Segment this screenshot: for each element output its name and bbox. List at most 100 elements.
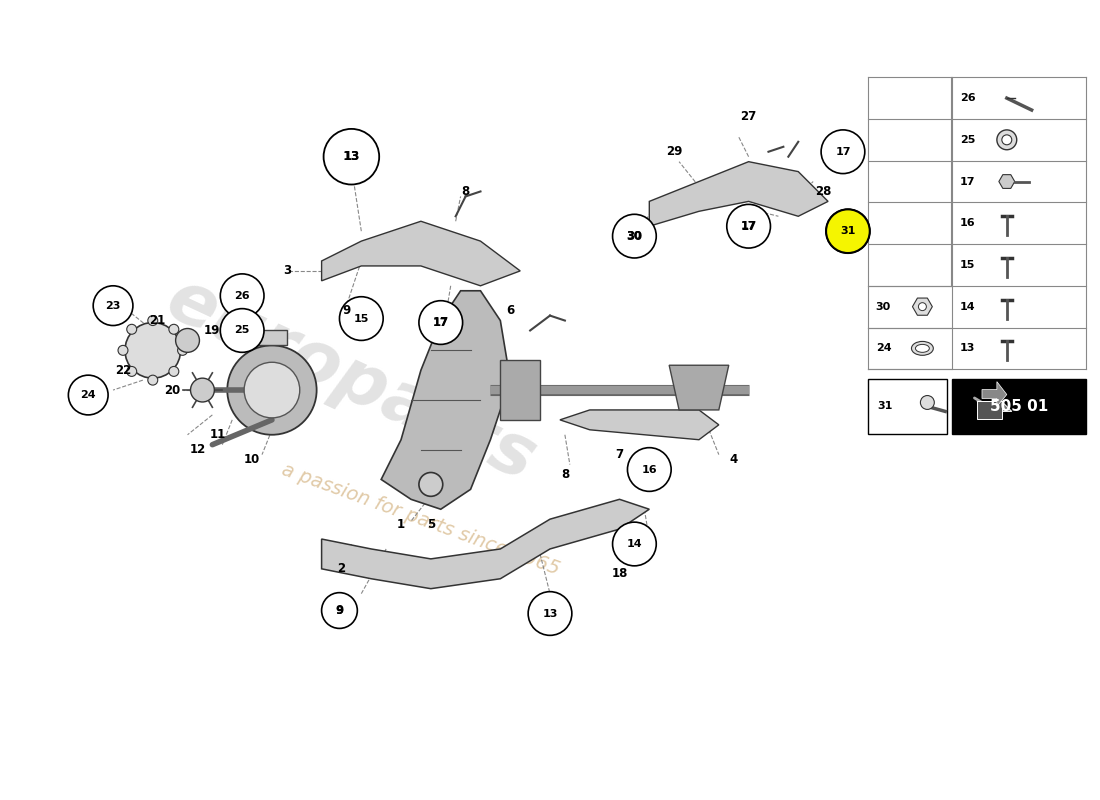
Circle shape: [613, 214, 657, 258]
Text: 18: 18: [612, 567, 628, 580]
Text: 17: 17: [432, 316, 449, 329]
Circle shape: [220, 309, 264, 352]
Text: 2: 2: [338, 562, 345, 575]
Polygon shape: [977, 402, 1012, 411]
Circle shape: [118, 346, 128, 355]
Circle shape: [826, 210, 870, 253]
Circle shape: [997, 130, 1016, 150]
Text: 27: 27: [740, 110, 757, 123]
Text: 12: 12: [189, 443, 206, 456]
Circle shape: [94, 286, 133, 326]
Text: 9: 9: [342, 304, 351, 317]
Text: 25: 25: [960, 135, 976, 145]
FancyBboxPatch shape: [953, 379, 1086, 434]
Text: 19: 19: [205, 324, 220, 337]
Text: 8: 8: [561, 468, 569, 481]
Circle shape: [126, 366, 136, 376]
Text: 6: 6: [506, 304, 515, 317]
Text: 30: 30: [627, 231, 642, 241]
Text: 3: 3: [283, 265, 290, 278]
Polygon shape: [257, 330, 287, 346]
Text: 9: 9: [336, 606, 343, 615]
Text: 11: 11: [209, 428, 226, 442]
Text: 23: 23: [106, 301, 121, 310]
Text: 31: 31: [878, 402, 893, 411]
Text: 7: 7: [616, 448, 624, 461]
Text: 24: 24: [80, 390, 96, 400]
Text: 17: 17: [740, 220, 757, 233]
Text: europarts: europarts: [156, 265, 547, 496]
Text: 17: 17: [433, 318, 449, 327]
Circle shape: [125, 322, 180, 378]
Polygon shape: [560, 410, 718, 440]
Circle shape: [126, 324, 136, 334]
Circle shape: [1002, 135, 1012, 145]
Circle shape: [323, 129, 379, 185]
Text: 17: 17: [741, 222, 757, 231]
Polygon shape: [999, 174, 1014, 189]
Text: 13: 13: [343, 150, 360, 163]
Circle shape: [177, 346, 187, 355]
Circle shape: [419, 473, 442, 496]
Circle shape: [190, 378, 214, 402]
Text: 25: 25: [234, 326, 250, 335]
Circle shape: [528, 592, 572, 635]
FancyBboxPatch shape: [868, 379, 947, 434]
Circle shape: [176, 329, 199, 352]
Circle shape: [169, 366, 179, 376]
Polygon shape: [321, 222, 520, 286]
Polygon shape: [977, 402, 1002, 419]
Text: 15: 15: [353, 314, 369, 323]
Text: 30: 30: [876, 302, 891, 312]
Circle shape: [68, 375, 108, 415]
Circle shape: [169, 324, 179, 334]
Text: 1: 1: [397, 518, 405, 530]
Circle shape: [321, 593, 358, 629]
Text: 26: 26: [234, 290, 250, 301]
Circle shape: [244, 362, 299, 418]
Text: 13: 13: [343, 150, 360, 163]
Text: 30: 30: [626, 230, 642, 242]
Circle shape: [147, 315, 157, 326]
Text: 15: 15: [960, 260, 976, 270]
Text: 14: 14: [627, 539, 642, 549]
Text: 17: 17: [960, 177, 976, 186]
Circle shape: [627, 448, 671, 491]
Circle shape: [921, 395, 934, 410]
Polygon shape: [669, 366, 728, 410]
Ellipse shape: [912, 342, 933, 355]
Circle shape: [821, 130, 865, 174]
Text: 28: 28: [815, 185, 832, 198]
Text: 505 01: 505 01: [990, 399, 1048, 414]
Polygon shape: [321, 499, 649, 589]
Circle shape: [340, 297, 383, 341]
Text: 16: 16: [960, 218, 976, 228]
Text: 21: 21: [150, 314, 166, 327]
Text: 31: 31: [840, 226, 856, 236]
Text: 10: 10: [244, 453, 261, 466]
Text: a passion for parts since 1965: a passion for parts since 1965: [279, 460, 562, 578]
Text: 9: 9: [336, 604, 343, 617]
Text: 17: 17: [835, 146, 850, 157]
Polygon shape: [649, 162, 828, 226]
Circle shape: [419, 301, 463, 344]
Text: 20: 20: [165, 383, 180, 397]
Circle shape: [918, 302, 926, 310]
Polygon shape: [982, 382, 1007, 406]
Circle shape: [228, 346, 317, 434]
Text: 5: 5: [427, 518, 434, 530]
Circle shape: [613, 522, 657, 566]
Text: 22: 22: [114, 364, 131, 377]
Circle shape: [220, 274, 264, 318]
Text: 26: 26: [960, 93, 976, 103]
Text: 14: 14: [960, 302, 976, 312]
Ellipse shape: [915, 344, 930, 352]
Text: 29: 29: [666, 146, 682, 158]
Polygon shape: [500, 360, 540, 420]
Polygon shape: [382, 290, 510, 510]
Circle shape: [727, 204, 770, 248]
Polygon shape: [913, 298, 933, 315]
Circle shape: [147, 375, 157, 385]
Text: 8: 8: [462, 185, 470, 198]
Text: 16: 16: [641, 465, 657, 474]
